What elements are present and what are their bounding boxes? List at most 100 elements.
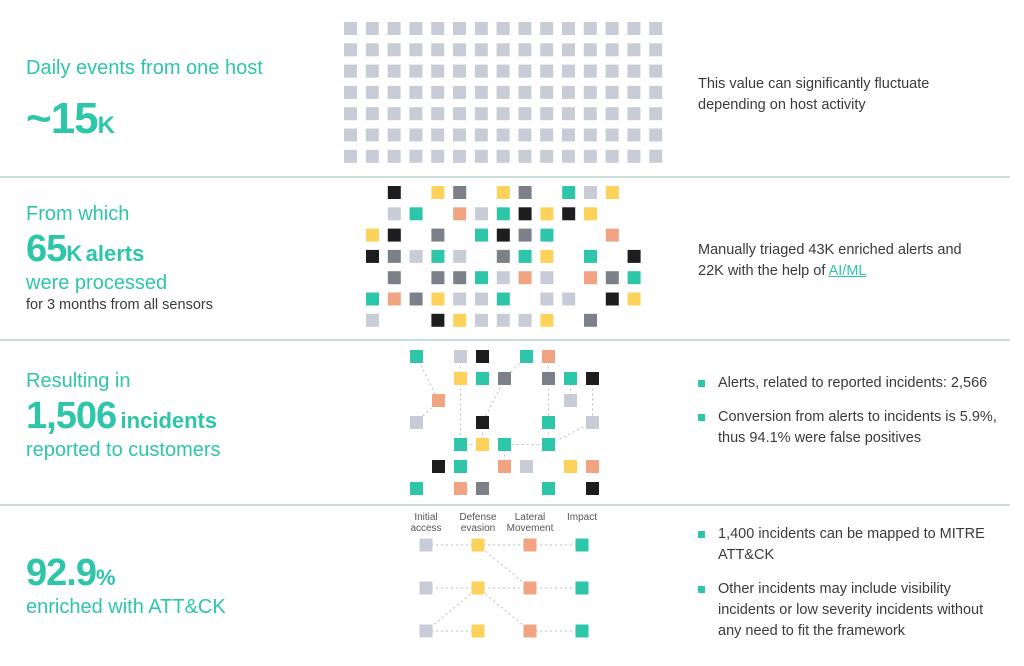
- event-square: [605, 107, 619, 121]
- event-square: [518, 128, 532, 142]
- event-square: [605, 128, 619, 142]
- alert-square: [387, 207, 401, 221]
- tactic-node: [471, 624, 485, 638]
- alert-square: [453, 249, 467, 263]
- tactic-node: [523, 581, 537, 595]
- alert-square: [562, 292, 576, 306]
- event-square: [518, 149, 532, 163]
- incident-node: [476, 350, 489, 363]
- row2-value-number: 65: [26, 228, 67, 270]
- alert-square: [475, 271, 488, 285]
- event-square: [474, 43, 488, 57]
- alert-square: [627, 271, 641, 285]
- connector-line: [425, 587, 479, 632]
- incident-node: [542, 416, 555, 429]
- alert-square: [387, 292, 401, 306]
- tactic-label: Initial: [414, 512, 437, 523]
- event-square: [453, 64, 466, 78]
- event-square: [344, 107, 357, 121]
- event-square: [387, 85, 401, 99]
- incident-node: [564, 372, 577, 385]
- row1-value-number: ~15: [26, 94, 99, 143]
- incident-node: [454, 350, 467, 363]
- alert-square: [496, 313, 510, 327]
- alert-square: [562, 186, 576, 199]
- alert-square: [518, 313, 532, 327]
- event-square: [431, 22, 445, 35]
- event-square: [540, 107, 554, 121]
- event-square: [605, 22, 619, 35]
- event-square: [540, 128, 554, 142]
- event-square: [365, 128, 379, 142]
- row1-label: Daily events from one host: [26, 57, 263, 79]
- incident-node: [542, 372, 555, 385]
- tactic-label: Defense: [459, 512, 497, 523]
- row3-value-number: 1,506: [26, 395, 117, 437]
- event-square: [649, 64, 663, 78]
- alert-square: [584, 207, 597, 221]
- incidents-graph: [410, 350, 599, 495]
- incident-node: [476, 438, 489, 451]
- incident-node: [410, 416, 423, 429]
- events-grid: [344, 22, 663, 163]
- row3-label-bottom: reported to customers: [26, 439, 221, 461]
- tactic-node: [419, 581, 433, 595]
- event-square: [605, 149, 619, 163]
- alert-square: [496, 292, 510, 306]
- connector-line: [416, 356, 439, 401]
- event-square: [496, 64, 510, 78]
- incident-node: [476, 482, 489, 495]
- alert-square: [475, 313, 488, 327]
- event-square: [365, 64, 379, 78]
- event-square: [387, 64, 401, 78]
- incident-node: [520, 460, 533, 473]
- tactic-node: [471, 581, 485, 595]
- alert-square: [540, 228, 554, 242]
- row4-left: 92.9% enriched with ATT&CK: [26, 552, 226, 619]
- ai-ml-link[interactable]: AI/ML: [828, 263, 867, 279]
- alert-square: [605, 271, 619, 285]
- tactic-node: [419, 624, 433, 638]
- event-square: [344, 43, 357, 57]
- event-square: [387, 128, 401, 142]
- tactic-label: Movement: [507, 523, 554, 534]
- event-square: [496, 128, 510, 142]
- event-square: [583, 85, 597, 99]
- alert-square: [627, 292, 641, 306]
- alert-square: [387, 228, 401, 242]
- event-square: [627, 107, 641, 121]
- row1-left: Daily events from one host ~15K: [26, 56, 263, 144]
- event-square: [518, 85, 532, 99]
- row2-sub: for 3 months from all sensors: [26, 297, 213, 313]
- alert-square: [540, 249, 554, 263]
- divider-1: [0, 176, 1010, 178]
- event-square: [583, 128, 597, 142]
- event-square: [649, 107, 663, 121]
- row4-value-number: 92.9: [26, 552, 97, 594]
- row3-bullet-text: Conversion from alerts to incidents is 5…: [718, 409, 997, 446]
- event-square: [365, 149, 379, 163]
- row3-value: 1,506 incidents: [26, 395, 221, 438]
- event-square: [365, 43, 379, 57]
- event-square: [540, 43, 554, 57]
- alert-square: [475, 292, 488, 306]
- event-square: [409, 85, 423, 99]
- event-square: [518, 64, 532, 78]
- row1-note: This value can significantly fluctuate d…: [698, 76, 930, 113]
- event-square: [518, 107, 532, 121]
- event-square: [409, 64, 423, 78]
- event-square: [496, 149, 510, 163]
- event-square: [518, 43, 532, 57]
- alert-square: [496, 186, 510, 199]
- event-square: [344, 22, 357, 35]
- event-square: [562, 85, 575, 99]
- event-square: [627, 64, 641, 78]
- event-square: [387, 149, 401, 163]
- row4-bullet: 1,400 incidents can be mapped to MITRE A…: [698, 524, 998, 566]
- alert-square: [431, 249, 445, 263]
- alert-square: [366, 249, 379, 263]
- event-square: [409, 128, 423, 142]
- event-square: [605, 64, 619, 78]
- event-square: [474, 22, 488, 35]
